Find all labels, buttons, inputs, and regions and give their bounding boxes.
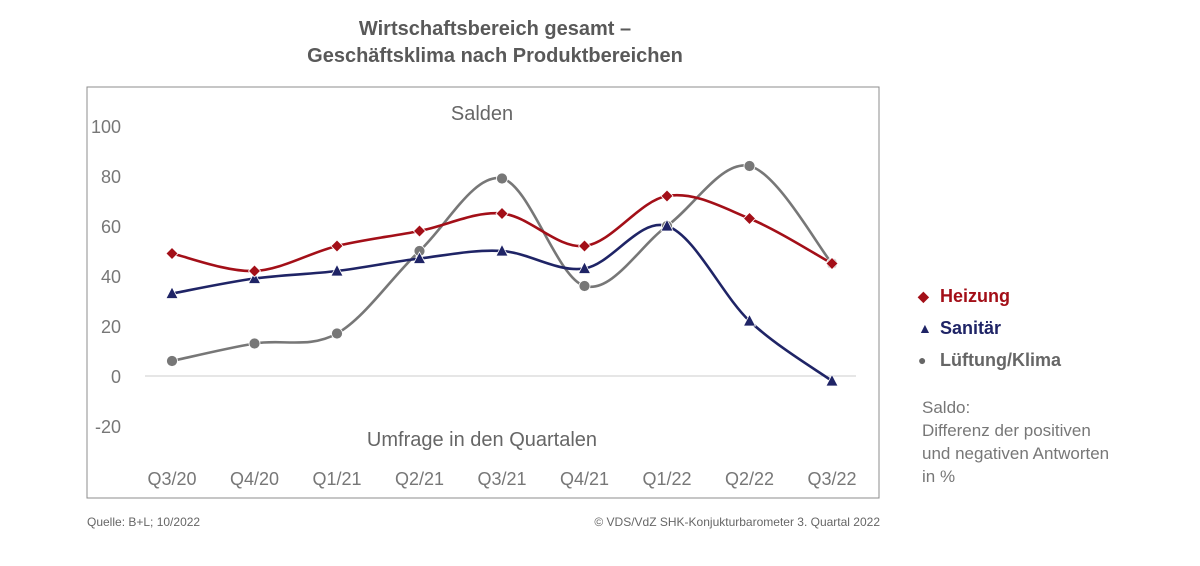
- data-point: [165, 246, 179, 261]
- saldo-note-line: Saldo:: [922, 398, 971, 417]
- plot-frame: [86, 86, 880, 499]
- legend-label-sanitaer: Sanitär: [940, 317, 1002, 338]
- legend-item-lueftung-klima: ● Lüftung/Klima: [918, 344, 1061, 376]
- x-tick-label: Q3/22: [807, 469, 856, 489]
- x-tick-label: Q4/21: [560, 469, 609, 489]
- x-tick-label: Q3/20: [147, 469, 196, 489]
- legend-item-sanitaer: ▲ Sanitär: [918, 312, 1061, 344]
- data-point: [330, 239, 344, 253]
- saldo-note-line: in %: [922, 467, 956, 486]
- x-tick-label: Q1/22: [642, 469, 691, 489]
- data-point: [578, 280, 591, 292]
- data-point: [743, 160, 756, 172]
- data-point: [412, 251, 427, 264]
- saldo-note-line: und negativen Antworten: [922, 444, 1110, 463]
- series-line: [171, 164, 833, 363]
- data-point: [165, 286, 179, 299]
- data-point: [248, 337, 261, 350]
- data-point: [331, 327, 343, 340]
- y-tick-label: -20: [95, 417, 121, 437]
- y-tick-label: 100: [91, 117, 121, 137]
- chart-title-line2: Geschäftsklima nach Produktbereichen: [307, 45, 683, 67]
- x-tick-labels: Q3/20 Q4/20 Q1/21 Q2/21 Q3/21 Q4/21 Q1/22 Q2/22…: [147, 469, 856, 489]
- data-point: [495, 206, 509, 221]
- y-tick-label: 20: [101, 317, 121, 337]
- series-line: [171, 193, 833, 273]
- x-tick-label: Q2/22: [725, 469, 774, 489]
- data-point: [166, 355, 178, 367]
- saldo-note-line: Differenz der positiven: [922, 421, 1091, 440]
- x-tick-label: Q4/20: [230, 469, 279, 489]
- chart-title: Wirtschaftsbereich gesamt – Geschäftskli…: [0, 16, 990, 70]
- diamond-icon: ◆: [918, 287, 929, 304]
- data-point: [742, 313, 757, 327]
- legend-label-heizung: Heizung: [940, 285, 1010, 306]
- inner-title: Salden: [451, 103, 513, 125]
- y-tick-label: 60: [101, 217, 121, 237]
- data-point: [412, 224, 427, 238]
- data-point: [577, 239, 592, 253]
- x-axis-label: Umfrage in den Quartalen: [367, 429, 597, 451]
- legend: ◆ Heizung ▲ Sanitär ● Lüftung/Klima: [918, 280, 1061, 376]
- data-point: [330, 263, 344, 277]
- x-tick-label: Q1/21: [312, 469, 361, 489]
- source-footnote: Quelle: B+L; 10/2022: [87, 515, 201, 529]
- series-lines: [171, 164, 833, 383]
- circle-icon: ●: [918, 352, 927, 368]
- series-markers: [165, 160, 839, 387]
- data-point: [247, 264, 262, 278]
- y-tick-label: 40: [101, 267, 121, 287]
- data-point: [742, 211, 757, 226]
- legend-label-lueftung-klima: Lüftung/Klima: [940, 349, 1061, 370]
- x-tick-label: Q2/21: [395, 469, 444, 489]
- y-tick-label: 80: [101, 167, 121, 187]
- data-point: [495, 243, 509, 257]
- y-tick-labels: 100 80 60 40 20 0 -20: [91, 117, 121, 437]
- x-tick-label: Q3/21: [477, 469, 526, 489]
- legend-item-heizung: ◆ Heizung: [918, 280, 1061, 312]
- data-point: [247, 271, 262, 284]
- series-line: [171, 223, 833, 383]
- copyright-footnote: © VDS/VdZ SHK-Konjukturbarometer 3. Quar…: [594, 515, 880, 529]
- data-point: [825, 256, 839, 271]
- y-tick-label: 0: [111, 367, 121, 387]
- triangle-icon: ▲: [918, 320, 932, 336]
- data-point: [660, 189, 674, 203]
- data-point: [496, 172, 508, 185]
- data-point: [577, 261, 592, 274]
- data-point: [825, 373, 839, 387]
- data-point: [660, 218, 674, 232]
- chart-title-line1: Wirtschaftsbereich gesamt –: [358, 18, 632, 40]
- saldo-note: Saldo: Differenz der positiven und negat…: [922, 396, 1109, 488]
